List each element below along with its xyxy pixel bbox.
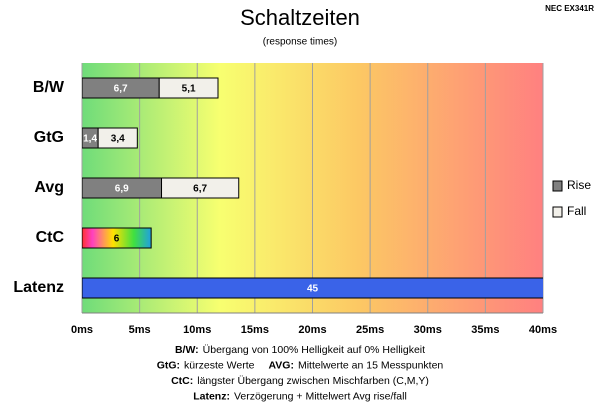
legend-swatch [552,180,563,192]
note-text: Verzögerung + Mittelwert Avg rise/fall [234,390,407,402]
y-tick-label: Latenz [13,279,64,296]
value-label: 6,9 [115,184,129,195]
chart-title: Schaltzeiten [240,5,360,30]
note-line: CtC: längster Übergang zwischen Mischfarb… [171,375,429,387]
note-text: längster Übergang zwischen Mischfarben (… [197,375,429,387]
x-tick-label: 15ms [241,324,269,336]
value-label: 1,4 [83,134,97,145]
value-label: 3,4 [111,134,125,145]
legend-label: Fall [567,204,586,218]
x-tick-label: 40ms [529,324,557,336]
x-tick-label: 30ms [414,324,442,336]
bar-segment [97,127,138,149]
note-text: Mittelwerte an 15 Messpunkten [298,359,443,371]
x-tick-label: 0ms [71,324,93,336]
x-tick-label: 10ms [183,324,211,336]
y-tick-label: Avg [34,179,64,196]
value-labels: 6,7 5,1 1,4 3,4 6,9 6,7 6 45 [83,84,318,295]
bar [82,277,543,299]
value-label: 45 [307,284,319,295]
value-label: 6 [114,234,120,245]
bars [82,77,543,299]
y-tick-label: GtG [34,129,64,146]
bar-segment [158,77,219,99]
value-label: 6,7 [114,84,128,95]
note-line: GtG: kürzeste Werte AVG: Mittelwerte an 15 … [157,359,444,371]
note-line: Latenz: Verzögerung + Mittelwert Avg rise… [193,390,407,402]
note-term: AVG: [268,359,293,371]
note-term: CtC: [171,375,193,387]
note-text: Übergang von 100% Helligkeit auf 0% Hell… [203,344,425,356]
note-term: B/W: [175,344,199,356]
note-text: kürzeste Werte [184,359,255,371]
value-label: 6,7 [193,184,207,195]
note-term: GtG: [157,359,180,371]
chart-subtitle: (response times) [263,37,337,48]
x-tick-label: 25ms [356,324,384,336]
corner-label: NEC EX341R [545,4,594,13]
value-label: 5,1 [182,84,196,95]
note-term: Latenz: [193,390,230,402]
x-tick-label: 20ms [298,324,326,336]
y-tick-label: B/W [33,79,65,96]
note-line: B/W: Übergang von 100% Helligkeit auf 0% … [175,344,425,356]
legend-label: Rise [567,178,591,192]
x-tick-label: 5ms [129,324,151,336]
bar [82,227,152,249]
bar-segment [161,177,240,199]
legend-swatch [552,206,563,218]
y-tick-label: CtC [36,229,65,246]
x-tick-label: 35ms [471,324,499,336]
